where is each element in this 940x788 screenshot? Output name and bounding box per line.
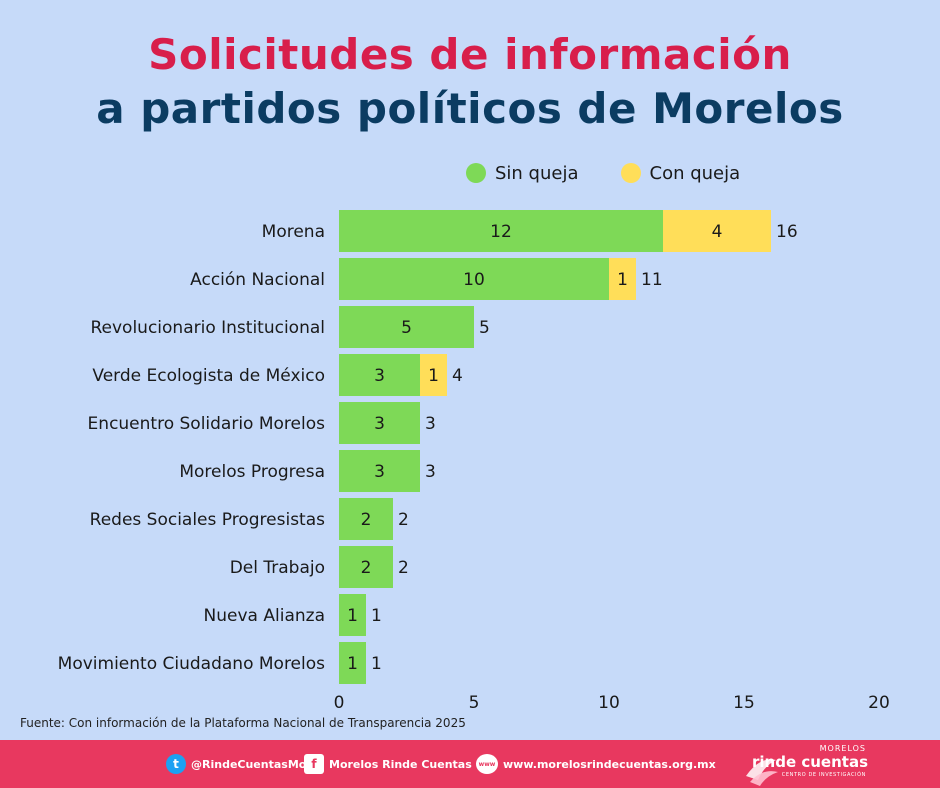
rinde-cuentas-logo: MORELOS rinde cuentas CENTRO DE INVESTIG…: [742, 742, 872, 786]
x-tick-20: 20: [868, 693, 890, 713]
footer-facebook[interactable]: f Morelos Rinde Cuentas: [304, 754, 472, 774]
logo-flower-icon: [746, 759, 778, 786]
bar-value-con-queja-morena: 4: [712, 222, 723, 242]
chart-legend: Sin queja Con queja: [466, 160, 782, 186]
category-label-revolucionario-institucional: Revolucionario Institucional: [90, 318, 325, 338]
total-label-verde-ecologista-de-mexico: 4: [452, 366, 463, 386]
legend-label-con-queja: Con queja: [649, 162, 741, 184]
bar-sin-queja-morena: [339, 210, 663, 252]
category-label-verde-ecologista-de-mexico: Verde Ecologista de México: [92, 366, 325, 386]
category-label-accion-nacional: Acción Nacional: [190, 270, 325, 290]
bar-con-queja-accion-nacional: [609, 258, 636, 300]
category-label-movimiento-ciudadano-morelos: Movimiento Ciudadano Morelos: [58, 654, 325, 674]
x-tick-0: 0: [334, 693, 345, 713]
bar-sin-queja-morelos-progresa: [339, 450, 420, 492]
legend-item-con-queja: Con queja: [620, 162, 741, 184]
bar-value-sin-queja-redes-sociales-progresistas: 2: [361, 510, 372, 530]
bar-sin-queja-accion-nacional: [339, 258, 609, 300]
bar-sin-queja-revolucionario-institucional: [339, 306, 474, 348]
logo-top-text: MORELOS: [819, 744, 866, 753]
website-url: www.morelosrindecuentas.org.mx: [503, 757, 716, 771]
logo-main-text: rinde cuentas: [752, 753, 868, 771]
bar-value-sin-queja-morelos-progresa: 3: [374, 462, 385, 482]
bar-value-sin-queja-revolucionario-institucional: 5: [401, 318, 412, 338]
category-label-morelos-progresa: Morelos Progresa: [179, 462, 325, 482]
total-label-nueva-alianza: 1: [371, 606, 382, 626]
total-label-encuentro-solidario-morelos: 3: [425, 414, 436, 434]
category-label-encuentro-solidario-morelos: Encuentro Solidario Morelos: [88, 414, 326, 434]
logo-sub-text: CENTRO DE INVESTIGACIÓN: [781, 772, 866, 778]
legend-swatch-sin-queja: [466, 163, 486, 183]
total-label-del-trabajo: 2: [398, 558, 409, 578]
www-icon: www: [476, 754, 498, 774]
bar-sin-queja-encuentro-solidario-morelos: [339, 402, 420, 444]
total-label-revolucionario-institucional: 5: [479, 318, 490, 338]
bar-value-sin-queja-encuentro-solidario-morelos: 3: [374, 414, 385, 434]
bar-value-sin-queja-del-trabajo: 2: [361, 558, 372, 578]
total-label-morelos-progresa: 3: [425, 462, 436, 482]
facebook-icon: f: [304, 754, 324, 774]
bar-value-con-queja-accion-nacional: 1: [617, 270, 628, 290]
bar-value-sin-queja-morena: 12: [490, 222, 512, 242]
footer-twitter[interactable]: t @RindeCuentasMor: [166, 754, 312, 774]
twitter-handle: @RindeCuentasMor: [191, 757, 312, 771]
total-label-morena: 16: [776, 222, 798, 242]
twitter-icon: t: [166, 754, 186, 774]
bar-con-queja-morena: [663, 210, 771, 252]
chart-title-line-1: Solicitudes de información: [148, 30, 792, 79]
total-label-redes-sociales-progresistas: 2: [398, 510, 409, 530]
category-label-morena: Morena: [262, 222, 325, 242]
total-label-accion-nacional: 11: [641, 270, 663, 290]
legend-swatch-con-queja: [620, 163, 641, 183]
category-label-redes-sociales-progresistas: Redes Sociales Progresistas: [90, 510, 325, 530]
bar-value-sin-queja-nueva-alianza: 1: [347, 606, 358, 626]
bar-value-con-queja-verde-ecologista-de-mexico: 1: [428, 366, 439, 386]
bar-value-sin-queja-accion-nacional: 10: [463, 270, 485, 290]
x-tick-15: 15: [733, 693, 755, 713]
category-label-nueva-alianza: Nueva Alianza: [204, 606, 325, 626]
source-note: Fuente: Con información de la Plataforma…: [20, 716, 466, 730]
bar-sin-queja-movimiento-ciudadano-morelos: [339, 642, 366, 684]
category-label-del-trabajo: Del Trabajo: [230, 558, 325, 578]
footer-website[interactable]: www www.morelosrindecuentas.org.mx: [476, 754, 716, 774]
x-tick-10: 10: [598, 693, 620, 713]
chart-title-line-2: a partidos políticos de Morelos: [96, 84, 844, 133]
bar-sin-queja-redes-sociales-progresistas: [339, 498, 393, 540]
bar-sin-queja-nueva-alianza: [339, 594, 366, 636]
bar-sin-queja-verde-ecologista-de-mexico: [339, 354, 420, 396]
bar-value-sin-queja-verde-ecologista-de-mexico: 3: [374, 366, 385, 386]
total-label-movimiento-ciudadano-morelos: 1: [371, 654, 382, 674]
facebook-name: Morelos Rinde Cuentas: [329, 757, 472, 771]
x-tick-5: 5: [469, 693, 480, 713]
bar-sin-queja-del-trabajo: [339, 546, 393, 588]
bar-con-queja-verde-ecologista-de-mexico: [420, 354, 447, 396]
bar-value-sin-queja-movimiento-ciudadano-morelos: 1: [347, 654, 358, 674]
legend-item-sin-queja: Sin queja: [466, 163, 579, 184]
footer-bar: t @RindeCuentasMor f Morelos Rinde Cuent…: [0, 740, 940, 788]
legend-label-sin-queja: Sin queja: [495, 162, 579, 184]
